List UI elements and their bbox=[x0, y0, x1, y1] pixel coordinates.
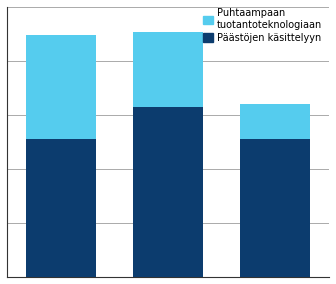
Bar bbox=[241, 104, 310, 139]
Bar bbox=[133, 32, 203, 107]
Bar bbox=[26, 35, 95, 139]
Bar bbox=[133, 107, 203, 277]
Bar bbox=[26, 139, 95, 277]
Bar bbox=[241, 139, 310, 277]
Legend: Puhtaampaan
tuotantoteknologiaan, Päästöjen käsittelyyn: Puhtaampaan tuotantoteknologiaan, Päästö… bbox=[202, 7, 324, 45]
